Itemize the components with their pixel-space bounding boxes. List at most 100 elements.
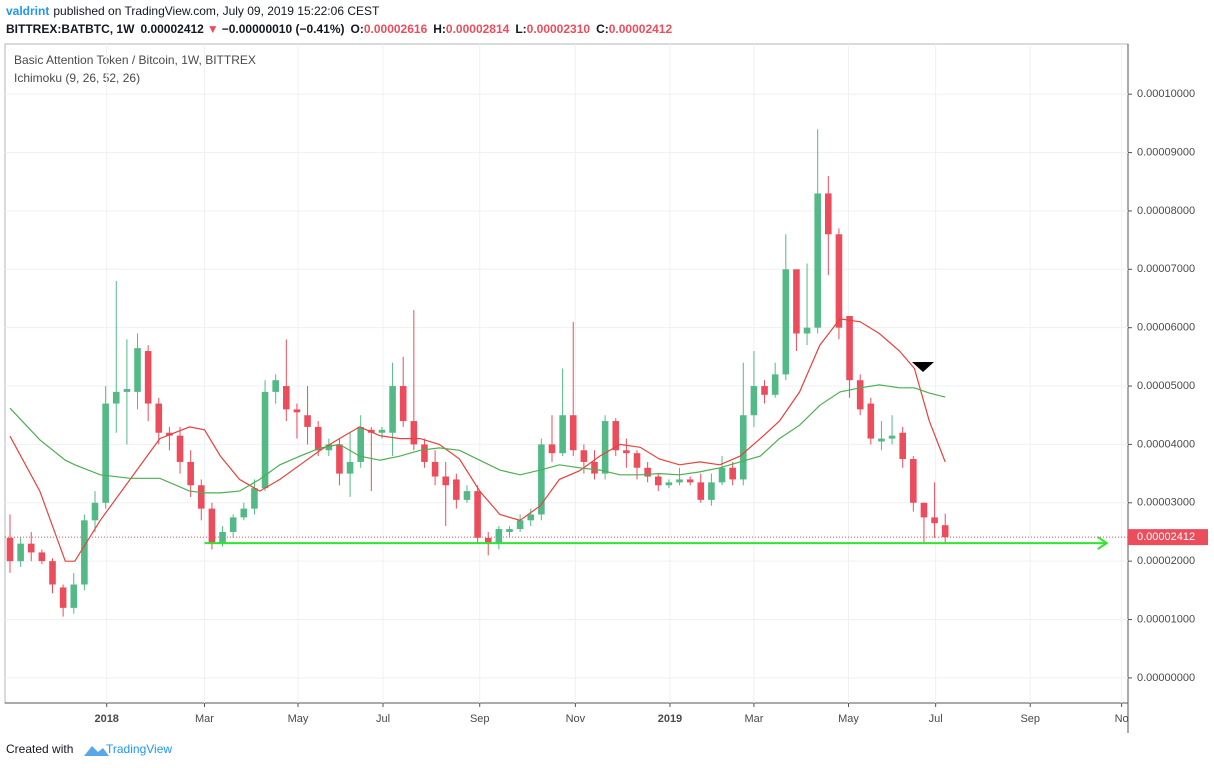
candle-body	[81, 520, 88, 585]
candle-body	[229, 517, 237, 532]
candle-body	[261, 391, 269, 489]
candle-body	[6, 537, 14, 562]
x-tick-label: Mar	[195, 713, 214, 725]
symbol: BITTREX:BATBTC, 1W	[6, 22, 135, 36]
candle-body	[803, 327, 811, 334]
ohlc-label: L:	[515, 22, 526, 36]
candle-body	[527, 514, 535, 521]
last-price-label: 0.00002412	[1137, 531, 1195, 543]
indicator-line	[9, 318, 946, 562]
candle-body	[378, 429, 386, 433]
pane-border	[4, 43, 1129, 704]
x-tick-label: Sep	[1020, 713, 1040, 725]
candle-body	[368, 429, 375, 433]
change: −0.00000010 (−0.41%)	[222, 22, 345, 36]
candle-body	[506, 529, 513, 532]
footer-brand: TradingView	[106, 742, 172, 756]
candle-body	[846, 316, 853, 381]
candle-body	[123, 388, 131, 392]
candle-body	[197, 485, 205, 509]
candle-body	[878, 438, 885, 442]
x-tick-label: May	[288, 713, 309, 725]
candle-body	[835, 234, 843, 328]
candle-body	[495, 529, 503, 544]
candle-body	[612, 421, 620, 451]
candle-body	[484, 537, 492, 544]
candle-body	[708, 482, 715, 500]
candle-body	[102, 403, 109, 503]
marker-triangle	[912, 362, 934, 372]
x-tick-label: 2019	[658, 713, 682, 725]
y-tick-label: 0.00004000	[1137, 438, 1195, 450]
candle-body	[718, 467, 726, 483]
y-tick-label: 0.00000000	[1137, 672, 1195, 684]
ohlc-value: 0.00002310	[527, 22, 591, 36]
candle-body	[283, 386, 290, 410]
candle-body	[644, 467, 651, 477]
chart-title: Basic Attention Token / Bitcoin, 1W, BIT…	[14, 53, 256, 67]
candle-body	[410, 421, 418, 445]
candle-body	[793, 269, 800, 334]
candle-body	[782, 269, 790, 375]
x-tick-label: Sep	[470, 713, 490, 725]
candle-body	[91, 502, 99, 521]
candle-body	[825, 193, 832, 235]
y-tick-label: 0.00009000	[1137, 146, 1195, 158]
candle-body	[814, 193, 821, 328]
arrow: ▼	[207, 22, 219, 36]
x-tick-label: Mar	[744, 713, 763, 725]
candle-body	[112, 391, 120, 404]
candle-body	[761, 386, 768, 395]
candle-body	[144, 351, 152, 404]
candle-body	[442, 476, 450, 486]
candle-body	[559, 415, 566, 454]
candle-body	[676, 479, 683, 483]
header-line: valdrint published on TradingView.com, Ju…	[6, 4, 380, 18]
candle-body	[665, 482, 673, 486]
candle-body	[208, 508, 216, 544]
candle-body	[867, 403, 875, 439]
candle-body	[591, 461, 598, 474]
candle-body	[686, 479, 694, 483]
candle-body	[272, 380, 279, 392]
x-tick-label: May	[838, 713, 859, 725]
candle-body	[474, 491, 481, 538]
indicator-line	[9, 384, 946, 494]
y-tick-label: 0.00007000	[1137, 263, 1195, 275]
candle-body	[304, 415, 311, 427]
candle-body	[155, 403, 163, 433]
x-tick-label: Nov	[566, 713, 586, 725]
candle-body	[240, 508, 248, 518]
candle-body	[580, 450, 588, 462]
candle-body	[888, 435, 896, 439]
candle-body	[325, 444, 333, 451]
candle-body	[633, 453, 641, 468]
y-tick-label: 0.00002000	[1137, 555, 1195, 567]
candle-body	[27, 543, 35, 553]
candle-body	[899, 432, 906, 460]
candle-body	[38, 552, 46, 562]
ohlc-value: 0.00002412	[609, 22, 673, 36]
grid	[5, 44, 1128, 703]
candle-body	[750, 386, 758, 416]
candle-body	[49, 561, 56, 585]
candle-body	[421, 444, 428, 462]
ohlc-label: C:	[596, 22, 609, 36]
candle-body	[739, 415, 747, 480]
candle-body	[17, 543, 24, 562]
candle-body	[399, 386, 407, 422]
candles	[6, 129, 949, 617]
candle-body	[389, 386, 396, 433]
x-tick-label: No	[1115, 713, 1129, 725]
x-tick-label: 2018	[94, 713, 118, 725]
y-tick-label: 0.00001000	[1137, 613, 1195, 625]
candle-body	[516, 520, 524, 530]
candle-body	[697, 482, 705, 500]
footer-created: Created with	[6, 742, 73, 756]
axis-labels: 0.00000000 0.00001000 0.00002000 0.00003000…	[94, 88, 1195, 725]
ohlc-value: 0.00002616	[364, 22, 428, 36]
candle-body	[314, 426, 322, 451]
y-tick-label: 0.00010000	[1137, 88, 1195, 100]
candle-body	[856, 380, 864, 410]
